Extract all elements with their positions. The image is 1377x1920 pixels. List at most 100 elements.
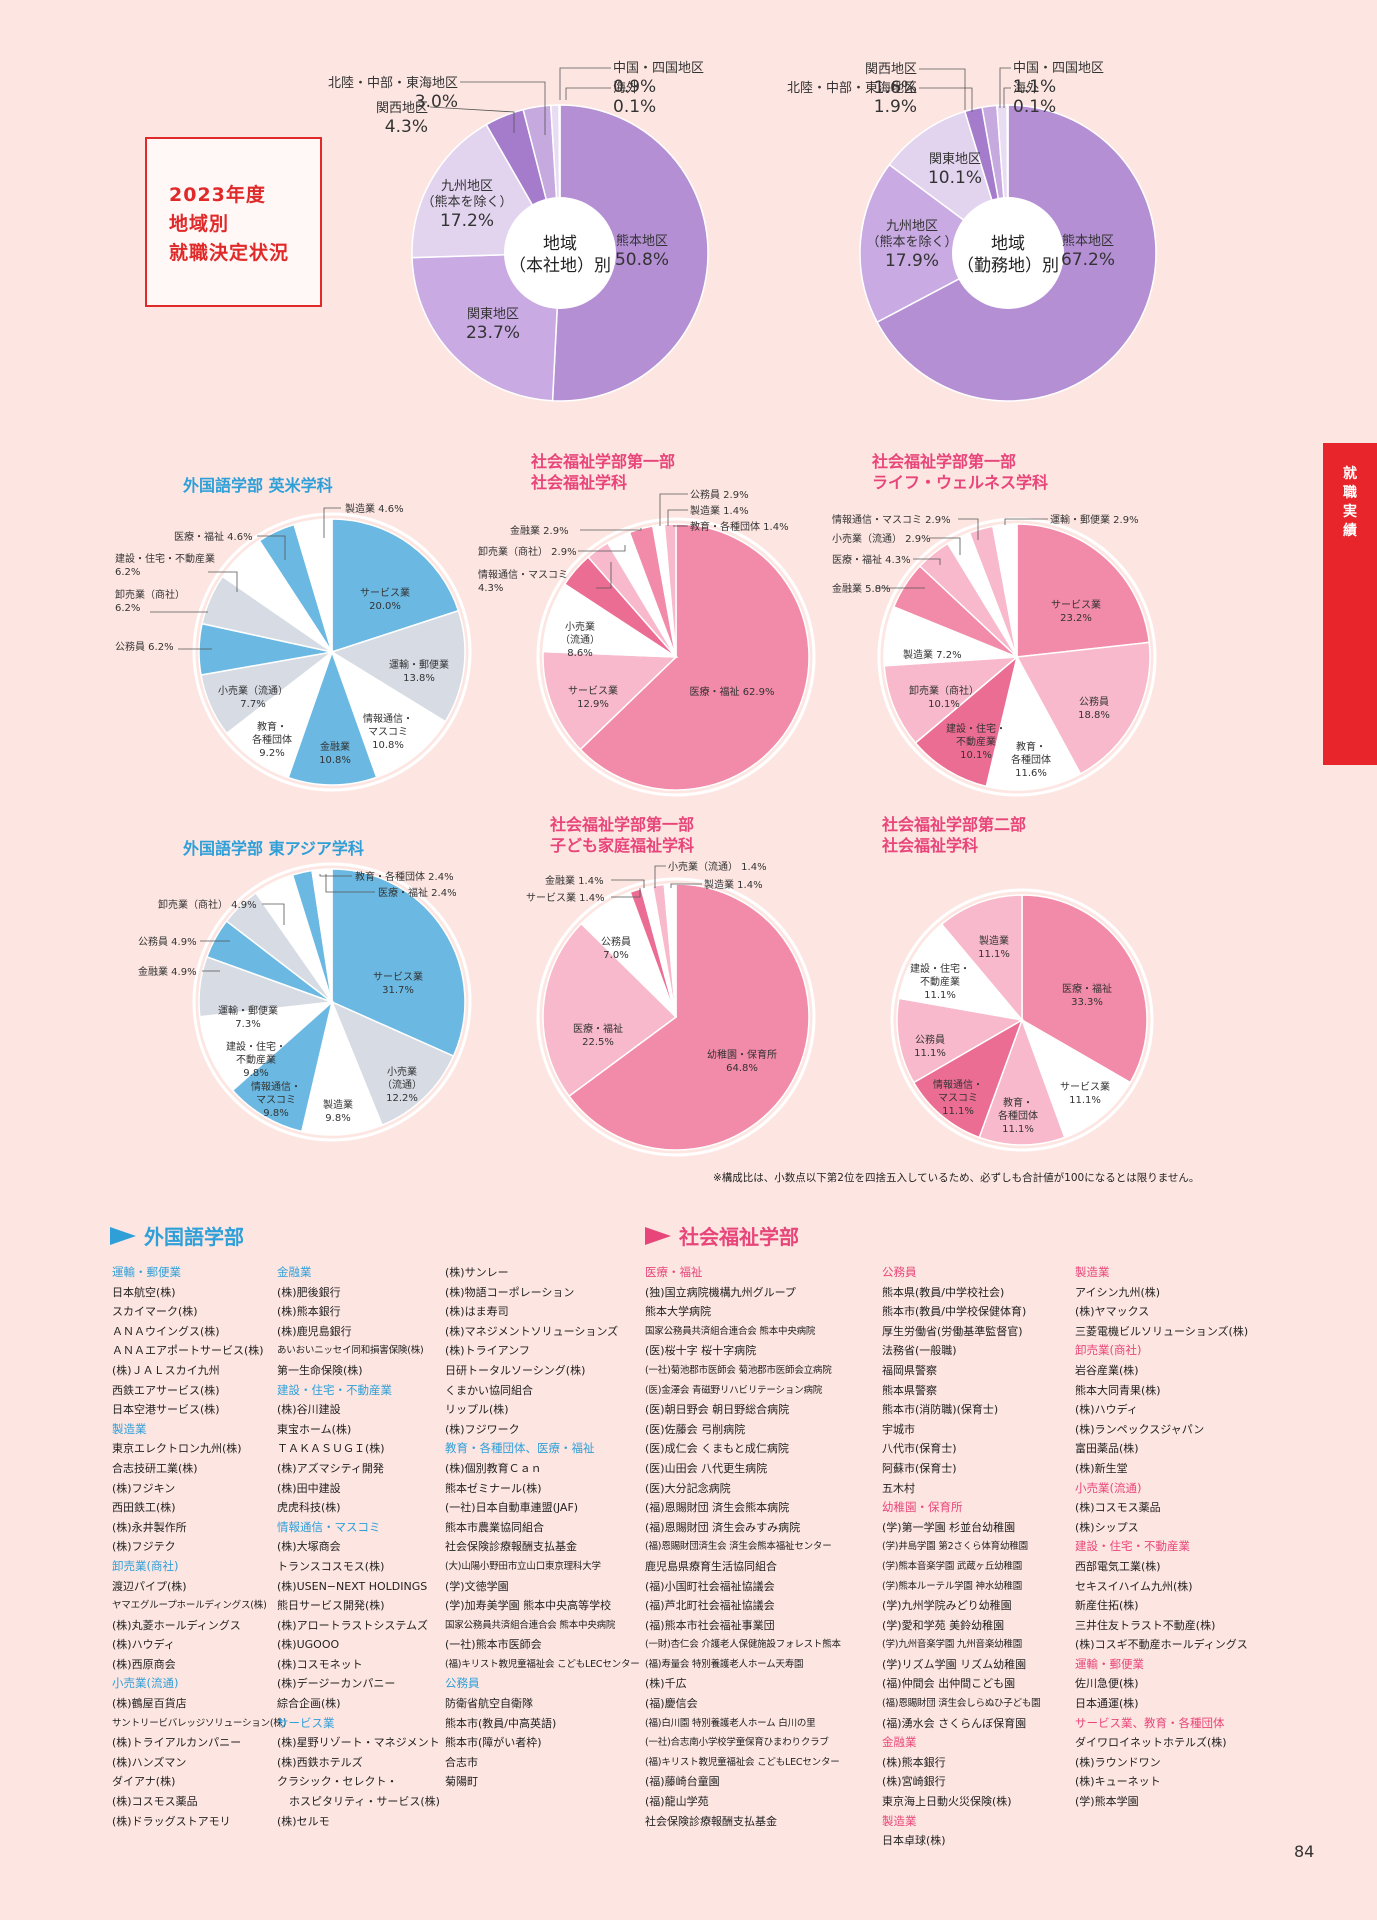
leader-line: [319, 874, 352, 877]
leader-line: [559, 67, 611, 100]
side-tab-char: 職: [1343, 485, 1357, 501]
company-item: (株)ハウディ: [112, 1638, 175, 1652]
pie-center-label: 地域: [991, 234, 1025, 254]
pie-data-label: 医療・福祉: [1062, 982, 1112, 995]
pie-data-label: 九州地区: [886, 219, 938, 234]
pie-data-label: 海外: [1013, 81, 1039, 96]
pie-slice: [287, 649, 378, 786]
pie-data-label: 教育・各種団体 2.4%: [355, 870, 454, 883]
company-item: 八代市(保育士): [882, 1442, 957, 1456]
pie-center-hole: [952, 197, 1064, 309]
company-item: (株)フジキン: [112, 1481, 176, 1495]
pie-data-label: マスコミ: [256, 1095, 296, 1106]
company-item: 東京海上日動火災保険(株): [882, 1795, 1012, 1809]
company-item: 東宝ホーム(株): [277, 1422, 352, 1436]
company-item: (福)寿量会 特別養護老人ホーム天寿園: [645, 1658, 804, 1670]
pie-data-label: 4.3%: [385, 117, 428, 137]
pie-data-label: 九州地区: [441, 179, 493, 194]
company-item: 熊本県(教員/中学校社会): [882, 1285, 1005, 1299]
leader-line: [913, 558, 941, 565]
company-item: トランスコスモス(株): [277, 1559, 385, 1573]
pie-data-label: 情報通信・: [933, 1078, 983, 1091]
pie-data-label: 22.5%: [582, 1037, 614, 1048]
title-line-3: 就職決定状況: [169, 242, 290, 264]
pie-data-label: 情報通信・マスコミ 2.9%: [832, 513, 951, 526]
leader-line: [208, 571, 238, 592]
company-item: (株)鶴屋百貨店: [112, 1697, 187, 1711]
pie-data-label: 33.3%: [1071, 997, 1103, 1008]
pie-data-label: 製造業 1.4%: [704, 878, 763, 891]
industry-heading: 教育・各種団体、医療・福祉: [445, 1441, 595, 1456]
pie-slice: [542, 922, 678, 1098]
company-item: (株)西原商会: [112, 1657, 176, 1671]
company-item: (福)龍山学苑: [645, 1795, 709, 1809]
pie-data-label: 中国・四国地区: [613, 61, 704, 76]
pie-data-label: 7.0%: [603, 950, 628, 961]
leader-line: [670, 883, 702, 888]
company-item: ホスピタリティ・サービス(株): [289, 1795, 440, 1809]
company-item: (学)熊本音楽学園 武蔵ヶ丘幼稚園: [882, 1560, 1023, 1572]
company-item: (株)熊本銀行: [882, 1755, 946, 1769]
pie-slice: [1021, 894, 1148, 1084]
company-column-foreign-1: 運輸・郵便業 日本航空(株) スカイマーク(株) ＡＮＡウイングス(株) ＡＮＡエアポー…: [112, 1263, 287, 1831]
pie-data-label: 11.6%: [1015, 768, 1047, 779]
leader-line: [578, 545, 626, 552]
company-item: 熊本ゼミナール(株): [445, 1481, 542, 1495]
company-item: 佐川急便(株): [1075, 1677, 1139, 1691]
company-item: 熊本大同青果(株): [1075, 1383, 1161, 1397]
company-item: リップル(株): [445, 1403, 509, 1417]
pie-data-label: 8.6%: [567, 648, 592, 659]
company-item: (株)ラウンドワン: [1075, 1755, 1161, 1769]
company-item: (株)ランペックスジャパン: [1075, 1422, 1205, 1436]
pie-data-label: 公務員 2.9%: [690, 488, 749, 501]
company-item: (福)芦北町社会福祉協議会: [645, 1599, 775, 1613]
side-tab: 就 職 実 績: [1323, 443, 1377, 765]
leader-line: [1004, 518, 1048, 525]
company-item: (株)鹿児島銀行: [277, 1324, 352, 1338]
pie-data-label: 小売業（流通）: [218, 684, 288, 697]
company-item: (学)リズム学園 リズム幼稚園: [882, 1657, 1027, 1671]
pie-data-label: 製造業: [979, 934, 1009, 947]
industry-heading: 製造業: [1075, 1265, 1110, 1279]
pie-data-label: 1.6%: [874, 78, 917, 98]
pie-data-label: 公務員 6.2%: [115, 640, 174, 653]
pie-data-label: 各種団体: [998, 1109, 1038, 1122]
title-line-2: 地域別: [169, 213, 230, 235]
industry-heading: 金融業: [277, 1265, 312, 1279]
pie-slice: [579, 523, 810, 791]
company-item: 日研トータルソーシング(株): [445, 1363, 586, 1377]
pie-data-label: 64.8%: [726, 1063, 758, 1074]
pie-data-label: サービス業: [568, 684, 618, 697]
company-item: (福)恩賜財団 済生会熊本病院: [645, 1501, 790, 1515]
pie-data-label: 6.2%: [115, 603, 140, 614]
company-item: (医)山田会 八代更生病院: [645, 1461, 768, 1475]
company-column-foreign-3: (株)サンレー (株)物語コーポレーション (株)はま寿司 (株)マネジメントソリュー…: [445, 1263, 640, 1792]
company-item: ＴＡＫＡＳＵＧＩ(株): [277, 1442, 385, 1456]
pie-data-label: 熊本地区: [1062, 233, 1114, 249]
company-item: (株)サンレー: [445, 1266, 509, 1279]
company-item: (株)トライアンフ: [445, 1344, 530, 1358]
company-item: (株)千広: [645, 1677, 687, 1691]
leader-line: [654, 865, 666, 888]
company-item: (学)井島学園 第2さくら体育幼稚園: [882, 1541, 1028, 1553]
pie-data-label: 関西地区: [865, 62, 917, 77]
pie-data-label: 医療・福祉 2.4%: [378, 886, 457, 899]
company-item: (医)佐藤会 弓削病院: [645, 1422, 746, 1436]
company-item: 阿蘇市(保育士): [882, 1461, 957, 1475]
pie-data-label: 金融業 2.9%: [510, 524, 569, 537]
company-item: 国家公務員共済組合連合会 熊本中央病院: [445, 1619, 616, 1631]
leader-line: [999, 67, 1011, 108]
company-item: (株)熊本銀行: [277, 1305, 341, 1319]
pie-chart-english: サービス業 20.0% 運輸・郵便業 13.8% 情報通信・マスコミ 10.8% 金融業 10…: [115, 502, 472, 792]
company-item: (学)第一学園 杉並台幼稚園: [882, 1520, 1016, 1534]
charts-layer: 地域（本社地）別熊本地区50.8%関東地区23.7%九州地区（熊本を除く）17.…: [115, 61, 1157, 1157]
industry-heading: 製造業: [112, 1421, 147, 1436]
pie-data-label: 建設・住宅・: [946, 722, 1006, 735]
pie-slice: [331, 868, 466, 1058]
pie-data-label: 金融業: [320, 740, 350, 753]
chart-title-asia: 外国語学部 東アジア学科: [183, 839, 364, 858]
company-item: (株)個別教育Ｃａｎ: [445, 1461, 542, 1475]
pie-data-label: 卸売業（商社） 2.9%: [478, 545, 577, 558]
section-head-foreign: 外国語学部: [110, 1221, 244, 1250]
company-item: (学)熊本ルーテル学園 神水幼稚園: [882, 1580, 1023, 1592]
